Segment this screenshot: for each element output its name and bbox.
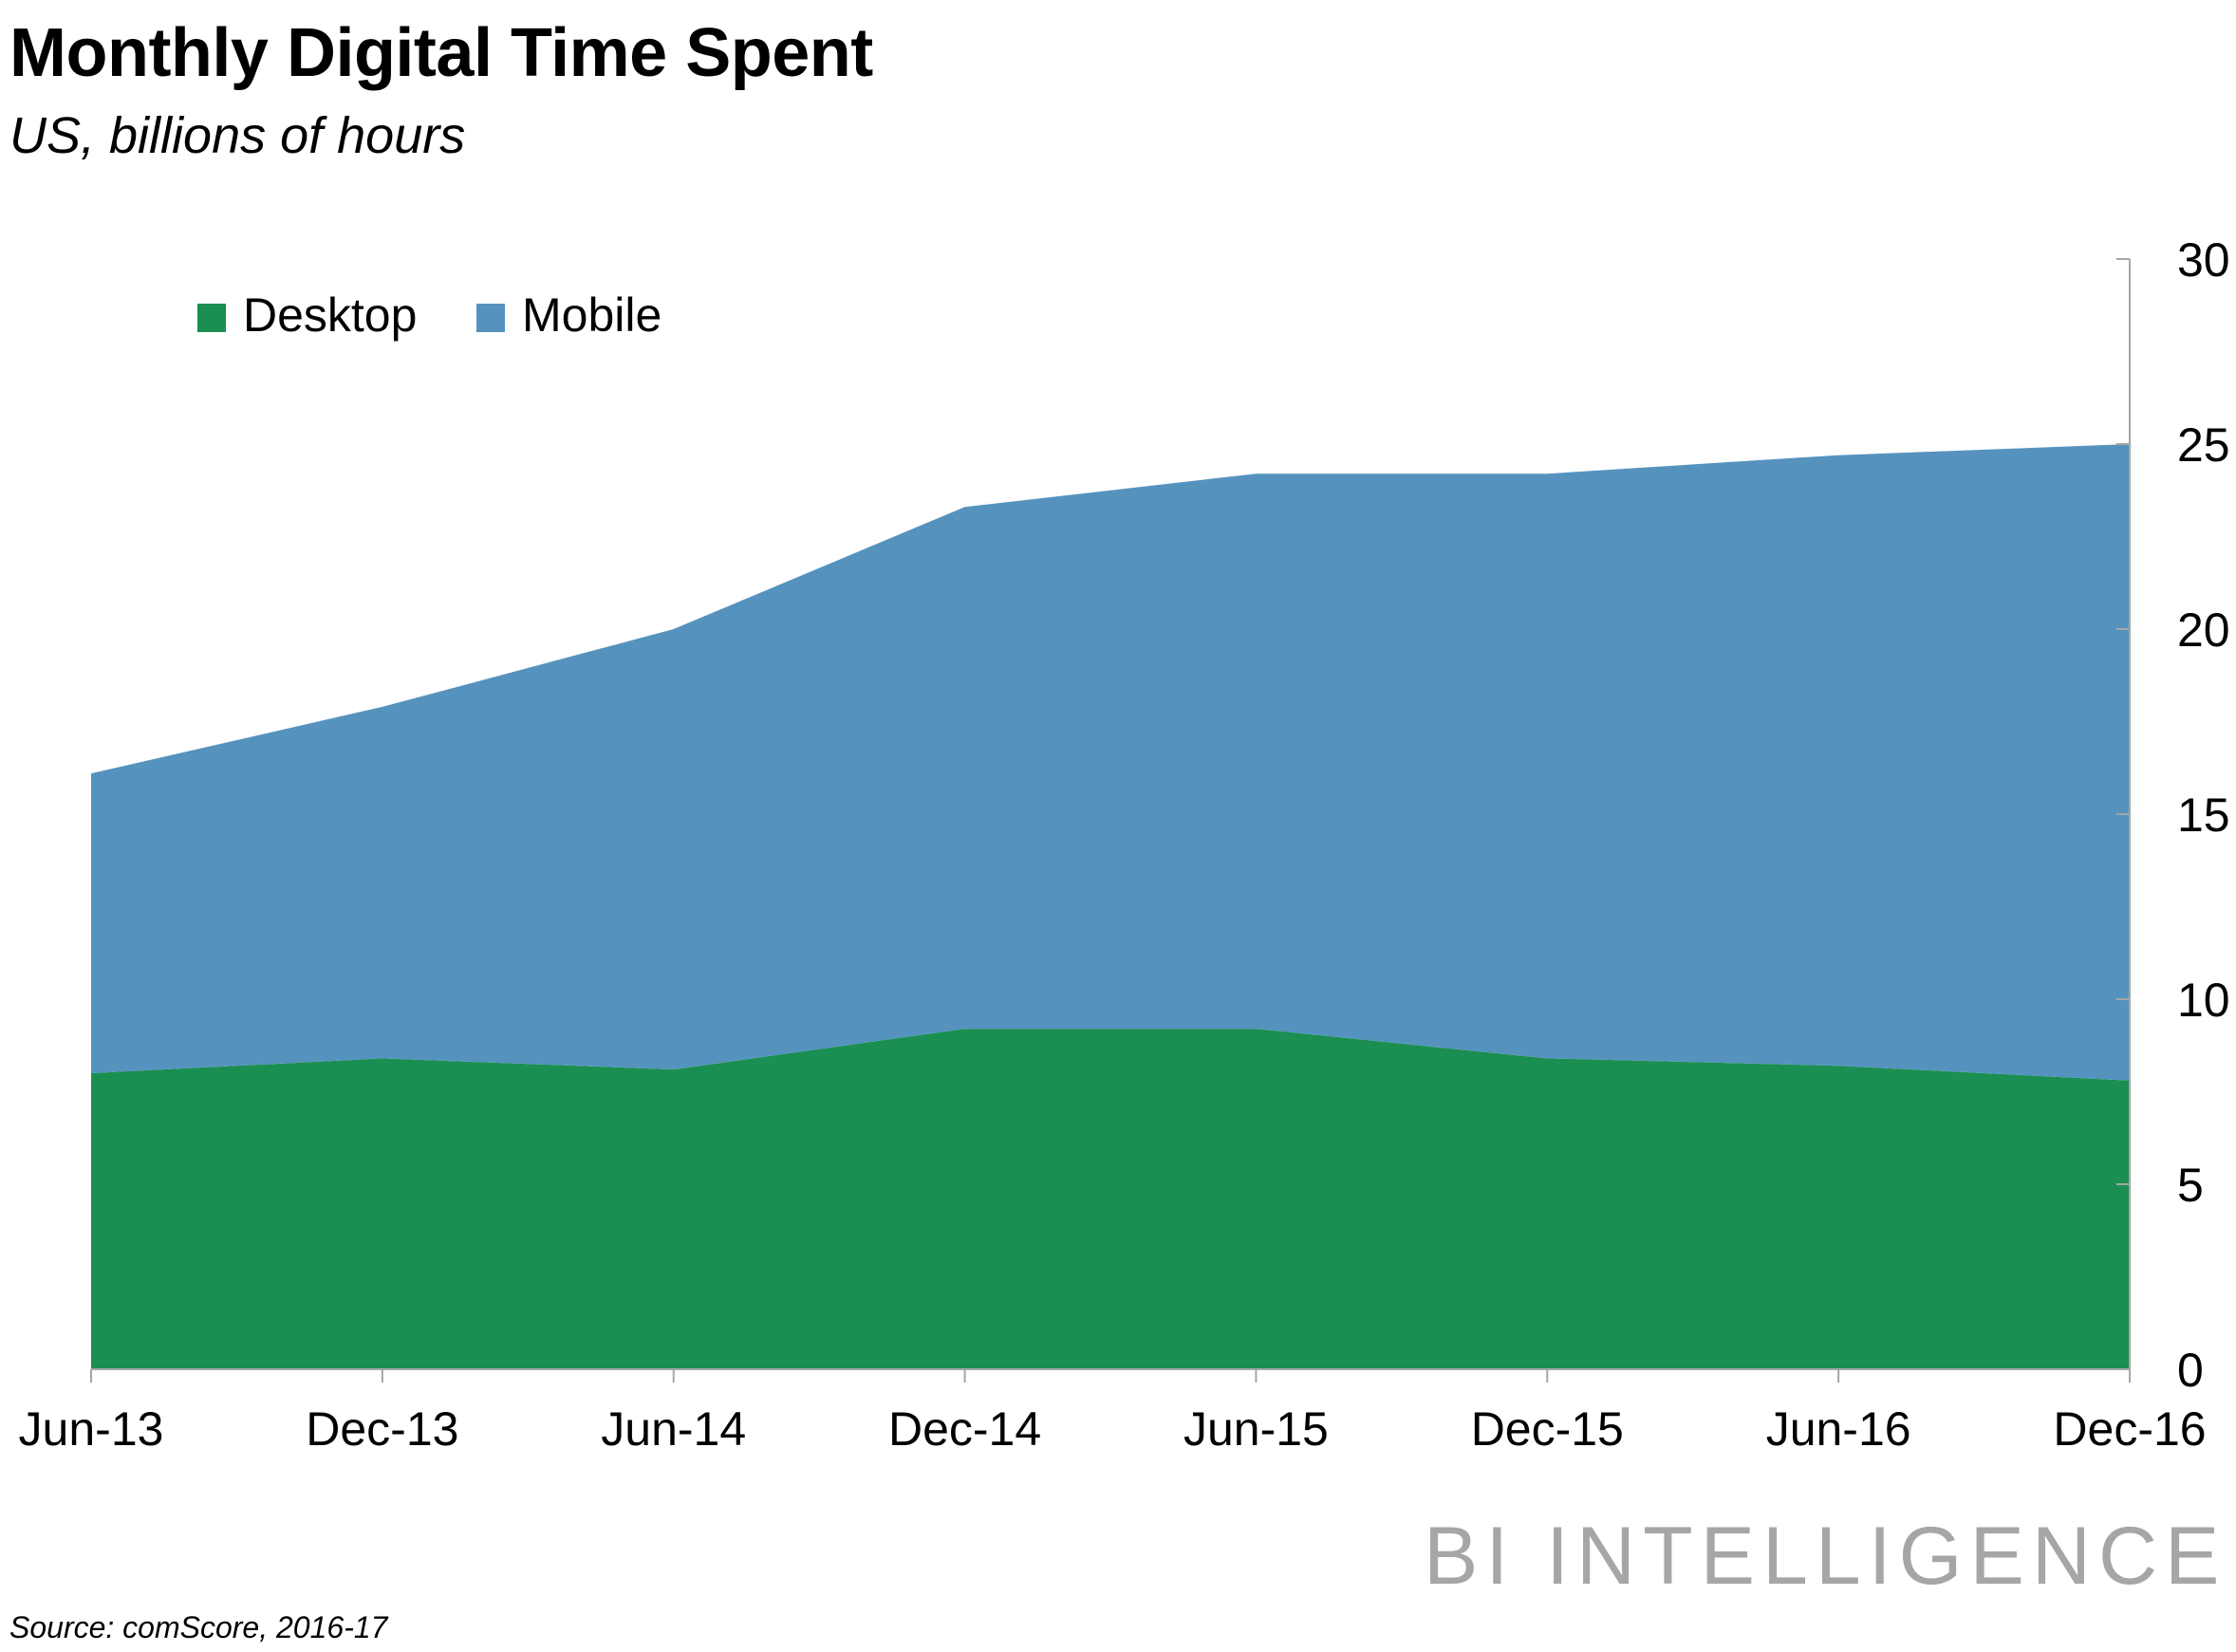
y-tick-label: 15 (2177, 789, 2230, 842)
x-tick-label: Jun-13 (19, 1402, 164, 1456)
x-tick-label: Dec-15 (1471, 1402, 1624, 1456)
x-tick-label: Dec-14 (888, 1402, 1041, 1456)
x-tick-label: Jun-16 (1766, 1402, 1911, 1456)
legend-swatch-desktop (197, 304, 226, 332)
series-area-mobile (91, 444, 2130, 1081)
x-tick-label: Jun-15 (1183, 1402, 1329, 1456)
y-tick-label: 5 (2177, 1159, 2204, 1212)
x-tick-label: Dec-13 (306, 1402, 458, 1456)
series-area-desktop (91, 1029, 2130, 1369)
x-tick-label: Jun-14 (601, 1402, 746, 1456)
chart-subtitle: US, billions of hours (9, 107, 466, 164)
chart-areas (91, 444, 2130, 1369)
legend-label-mobile: Mobile (522, 288, 661, 342)
y-tick-label: 10 (2177, 974, 2230, 1027)
x-tick-label: Dec-16 (2053, 1402, 2206, 1456)
chart-axes: Jun-13 Dec-13 Jun-14 Dec-14 Jun-15 Dec-15 Jun-… (19, 233, 2230, 1456)
y-tick-label: 25 (2177, 418, 2230, 472)
y-tick-label: 30 (2177, 233, 2230, 287)
chart-title: Monthly Digital Time Spent (9, 15, 873, 91)
chart-legend: Desktop Mobile (197, 288, 661, 342)
legend-swatch-mobile (476, 304, 505, 332)
source-note: Source: comScore, 2016-17 (9, 1610, 388, 1644)
bi-intelligence-logo: BI INTELLIGENCE (1424, 1511, 2227, 1602)
legend-label-desktop: Desktop (243, 288, 417, 342)
y-tick-label: 20 (2177, 603, 2230, 657)
y-tick-label: 0 (2177, 1344, 2204, 1397)
